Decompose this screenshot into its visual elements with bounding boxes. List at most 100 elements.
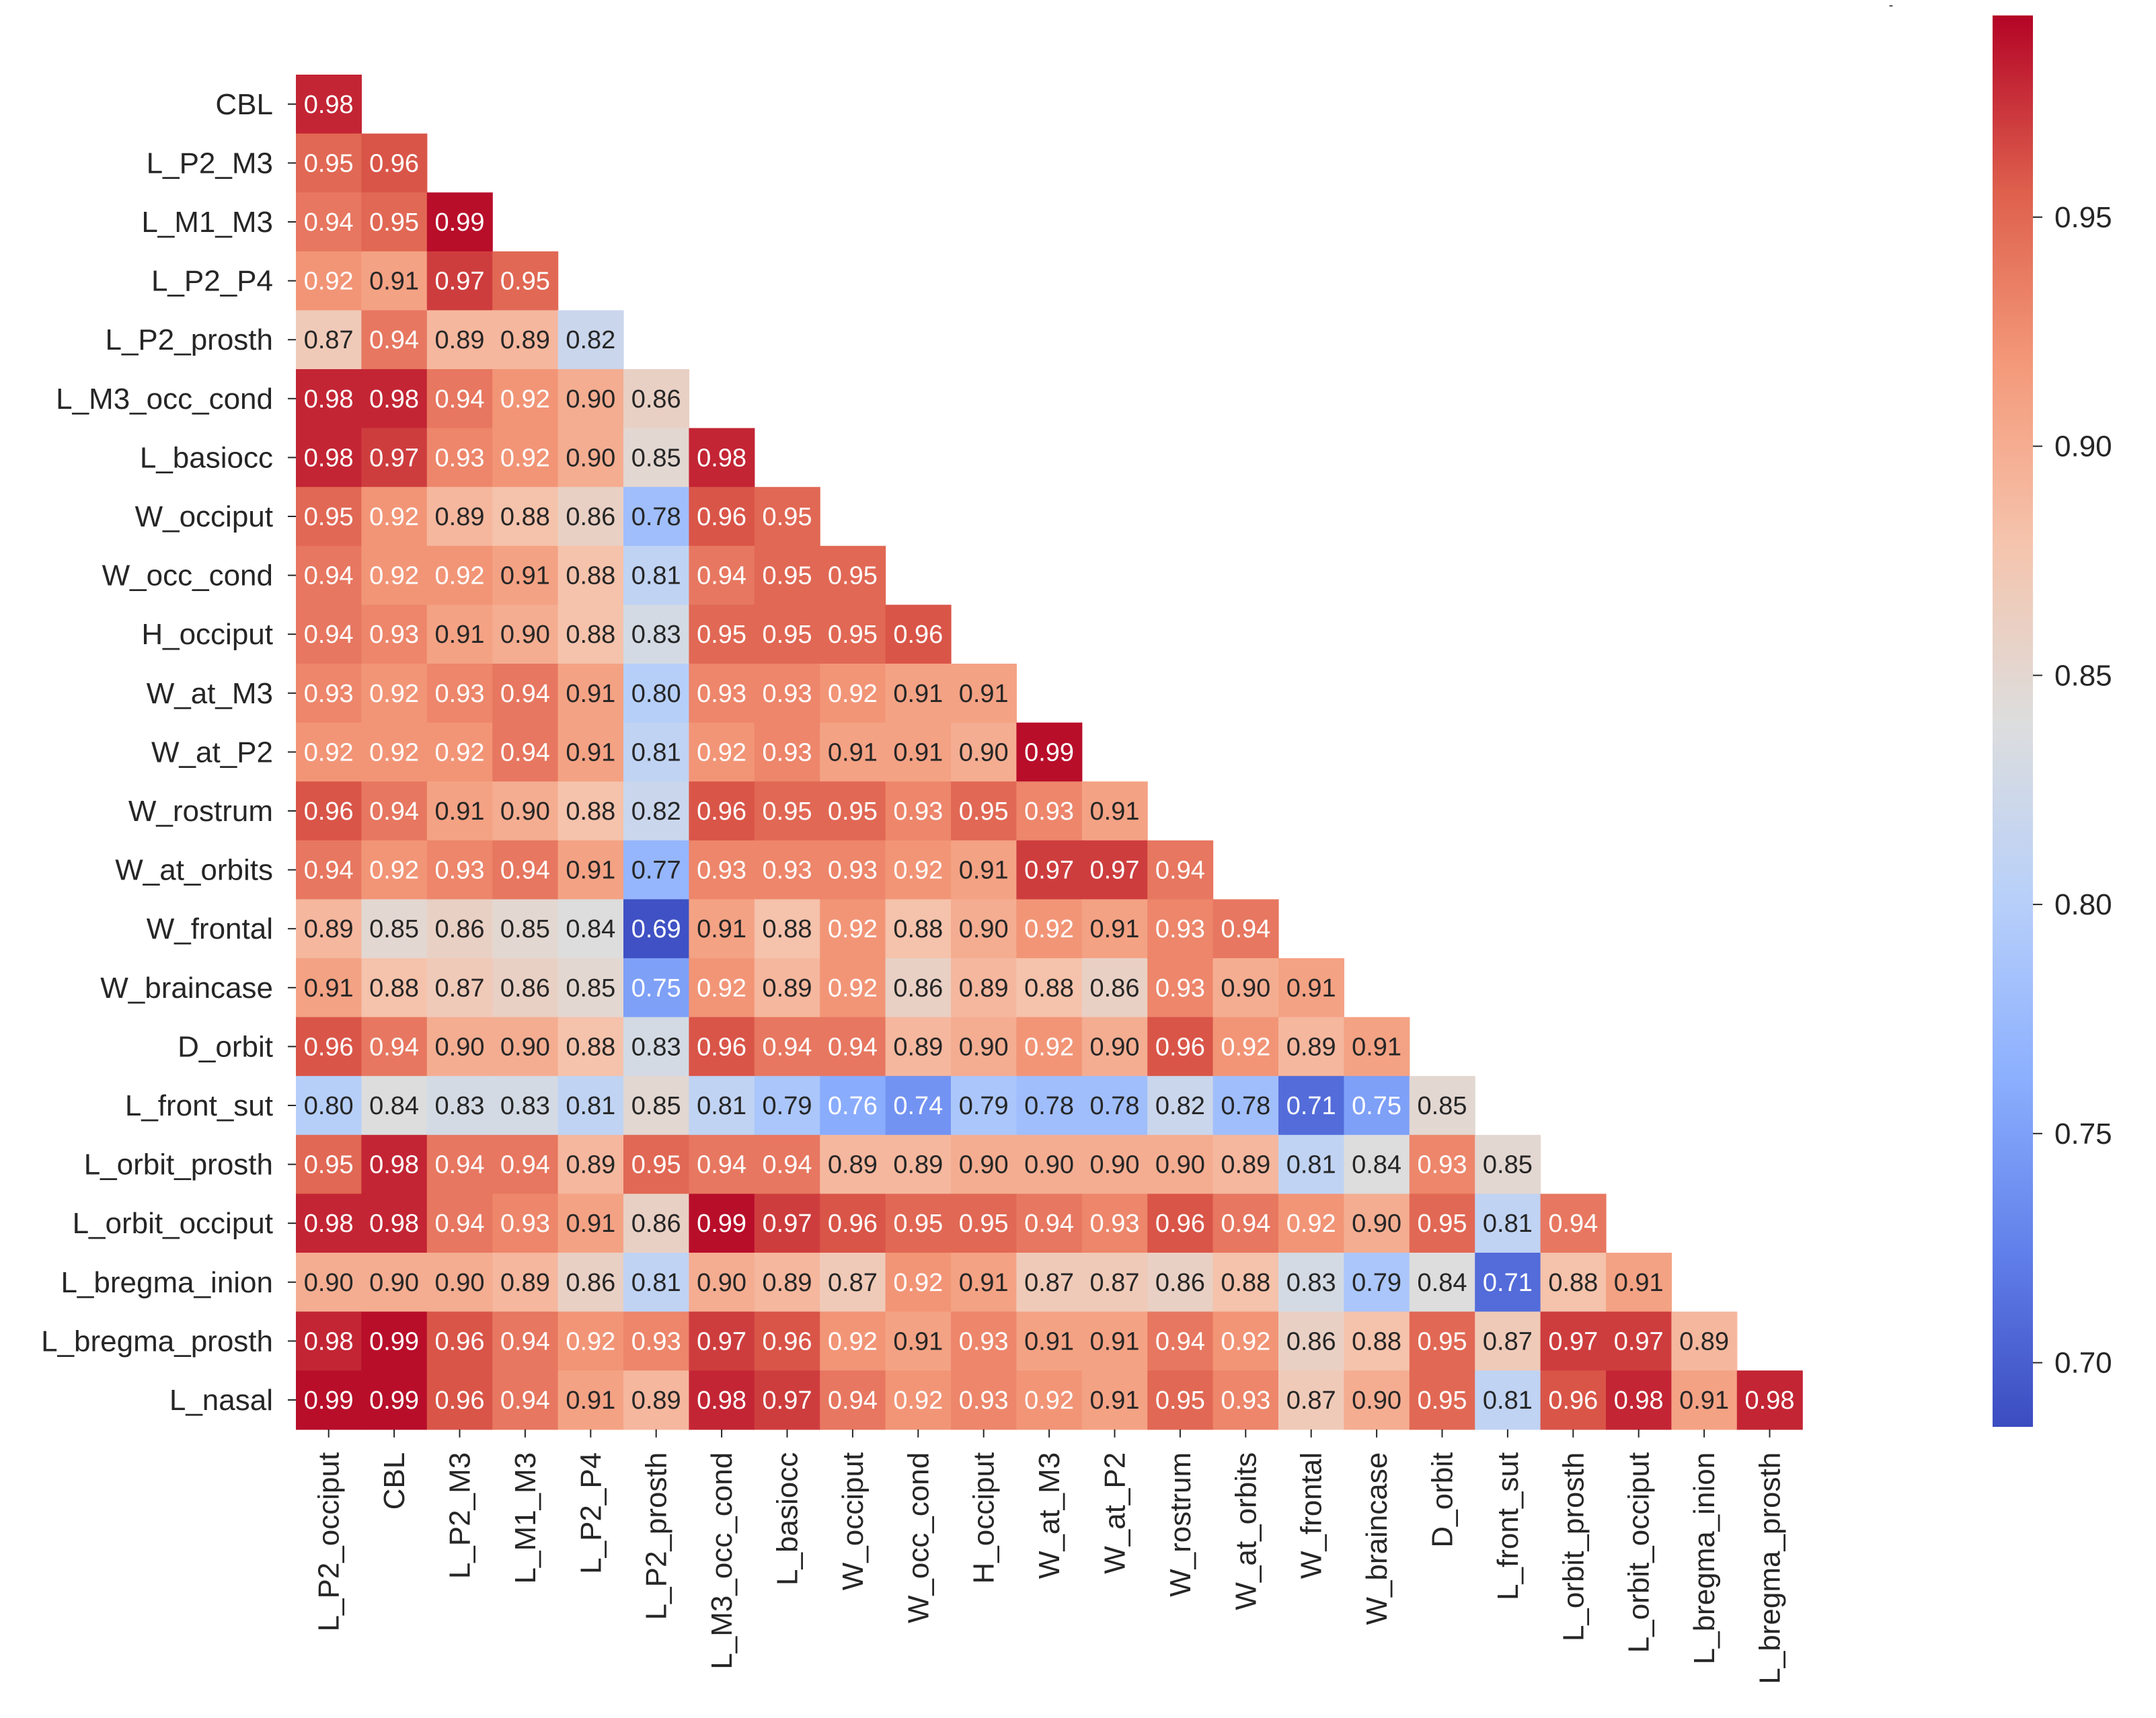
cell-value-label: 0.94 [500,1151,550,1179]
heatmap-cell [492,1370,559,1430]
cell-value-label: 0.92 [304,268,354,296]
cell-value-label: 0.96 [304,797,354,826]
cell-value-label: 0.95 [304,1151,354,1179]
heatmap-cell [426,1253,493,1313]
cell-value-label: 0.91 [566,1387,615,1415]
heatmap-cell [754,1134,820,1194]
cell-value-label: 0.89 [500,1269,550,1297]
cell-value-label: 0.79 [1352,1269,1401,1297]
heatmap-cell [426,1076,493,1136]
heatmap-cell [754,1370,820,1430]
heatmap-cell [361,192,428,252]
row-label: W_braincase [100,972,273,1005]
column-label: W_braincase [1360,1452,1393,1625]
cell-value-label: 0.98 [369,1151,419,1179]
heatmap-cell [820,1194,886,1253]
cell-value-label: 0.79 [959,1092,1009,1120]
cell-value-label: 0.93 [1024,797,1074,826]
cell-value-label: 0.96 [304,1033,354,1061]
cell-value-label: 0.90 [1221,974,1270,1003]
heatmap-cell [623,1253,689,1313]
heatmap-cell [426,487,493,547]
cell-value-label: 0.85 [500,915,550,943]
cell-value-label: 0.92 [1221,1033,1270,1061]
column-label: D_orbit [1426,1452,1459,1548]
cell-value-label: 0.88 [1024,974,1074,1003]
cell-value-label: 0.90 [566,444,615,472]
column-label: L_M1_M3 [509,1452,542,1584]
heatmap-cell [361,781,428,841]
cell-value-label: 0.94 [763,1033,812,1061]
cell-value-label: 0.92 [369,680,419,708]
heatmap-cell [296,1017,362,1077]
heatmap-cell [557,1311,624,1371]
cell-value-label: 0.83 [500,1092,550,1120]
heatmap-cell [361,958,428,1018]
cell-value-label: 0.94 [304,621,354,649]
colorbar-ticks: 0.70 0.75 0.80 0.85 0.90 0.95 [2033,201,2112,1380]
cell-value-label: 0.92 [893,857,943,885]
heatmap-cell [623,428,689,487]
heatmap-cell [623,840,689,900]
column-label: L_orbit_occiput [1623,1452,1656,1653]
row-label: L_basiocc [140,441,273,474]
column-label: L_P2_P4 [574,1452,607,1574]
cell-value-label: 0.83 [1286,1269,1336,1297]
heatmap-cell [689,1370,755,1430]
cell-value-label: 0.91 [500,562,550,590]
heatmap-cell [754,781,820,841]
heatmap-cell [623,899,689,959]
heatmap-cell [1278,1253,1344,1313]
cell-value-label: 0.98 [304,91,354,119]
heatmap-cell [1278,958,1344,1018]
heatmap-cell [361,1134,428,1194]
cell-value-label: 0.94 [500,1387,550,1415]
cell-value-label: 0.99 [369,1327,419,1356]
cell-value-label: 0.96 [893,621,943,649]
heatmap-cell [754,1311,820,1371]
cell-value-label: 0.90 [959,1033,1009,1061]
cell-value-label: 0.95 [369,208,419,237]
cell-value-label: 0.90 [500,621,550,649]
heatmap-cell [951,1194,1017,1253]
cell-value-label: 0.91 [893,680,943,708]
cell-value-label: 0.95 [763,797,812,826]
heatmap-cell [1475,1194,1541,1253]
heatmap-cell [754,1017,820,1077]
heatmap-cell [1278,1076,1344,1136]
row-label: W_occiput [135,500,273,533]
cell-value-label: 0.95 [1418,1387,1467,1415]
cell-value-label: 0.91 [566,1210,615,1238]
cell-value-label: 0.96 [697,797,746,826]
row-label: L_M1_M3 [141,206,273,239]
heatmap-cell [623,958,689,1018]
cell-value-label: 0.87 [828,1269,878,1297]
heatmap-cells: 0.98 0.95 0.96 0.94 0.95 0.99 0.92 0.91 0.97 0.95… [296,75,1803,1430]
cell-value-label: 0.95 [500,268,550,296]
heatmap-cell [296,840,362,900]
row-label: L_nasal [169,1384,273,1417]
heatmap-cell [296,369,362,429]
heatmap-cell [885,1134,952,1194]
heatmap-cell [1606,1370,1672,1430]
cell-value-label: 0.90 [566,385,615,414]
heatmap-cell [361,1311,428,1371]
cell-value-label: 0.93 [763,857,812,885]
column-label: W_at_orbits [1229,1452,1262,1610]
heatmap-cell [1081,1076,1148,1136]
cell-value-label: 0.91 [369,268,419,296]
heatmap-cell [689,781,755,841]
heatmap-cell [951,664,1017,724]
heatmap-cell [1475,1370,1541,1430]
cell-value-label: 0.88 [1221,1269,1270,1297]
heatmap-cell [1409,1311,1475,1371]
cell-value-label: 0.69 [631,915,681,943]
cell-value-label: 0.83 [631,621,681,649]
row-label: L_P2_prosth [105,323,273,356]
heatmap-cell [623,604,689,664]
heatmap-cell [1081,840,1148,900]
heatmap-cell [623,781,689,841]
row-label: W_at_M3 [147,677,273,710]
cell-value-label: 0.97 [697,1327,746,1356]
